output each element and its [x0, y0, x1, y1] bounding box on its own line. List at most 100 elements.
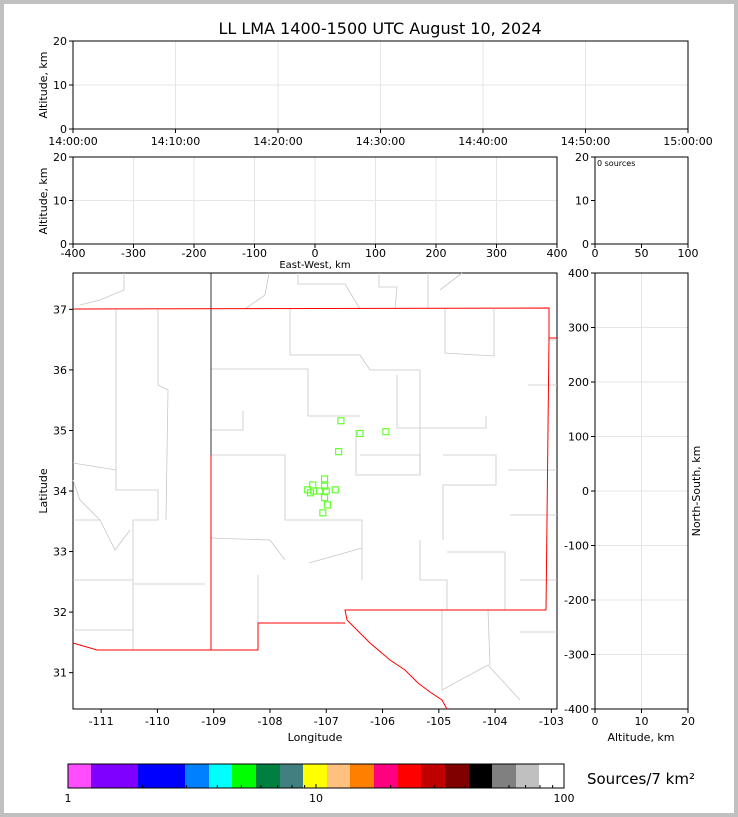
colorbar-segment: [209, 764, 232, 788]
y-axis-label: Latitude: [37, 468, 50, 514]
colorbar-segment: [303, 764, 327, 788]
lightning-source-point: [322, 487, 330, 495]
county-boundary: [447, 551, 506, 610]
map-frame: [72, 272, 558, 710]
colorbar-segment: [185, 764, 209, 788]
county-boundary: [72, 479, 131, 551]
county-boundary: [308, 547, 363, 564]
lightning-source-point: [356, 429, 364, 438]
lightning-source-point: [331, 486, 339, 494]
lightning-source-point: [320, 475, 329, 483]
colorbar-segment: [421, 764, 445, 788]
colorbar-segment: [350, 764, 374, 788]
colorbar-segment: [327, 764, 350, 788]
county-boundary: [157, 309, 169, 521]
county-boundary: [297, 273, 361, 310]
x-tick-label: -111: [89, 715, 114, 728]
y-tick-label: 35: [53, 424, 67, 437]
county-boundary: [487, 609, 491, 666]
lightning-source-point: [320, 494, 329, 502]
x-tick-label: 14:00:00: [48, 135, 97, 148]
source-count-frame: [594, 156, 689, 245]
y-tick-label: 0: [582, 238, 589, 251]
y-tick-label: 31: [53, 667, 67, 680]
ew-altitude-frame: [72, 156, 558, 245]
lightning-source-point: [337, 417, 345, 425]
x-tick-label: 200: [426, 247, 447, 260]
county-boundary: [396, 375, 487, 429]
y-tick-label: 0: [60, 238, 67, 251]
colorbar-segment: [469, 764, 492, 788]
y-tick-label: 34: [53, 485, 67, 498]
y-tick-label: 10: [53, 79, 67, 92]
y-tick-label: 10: [575, 195, 589, 208]
x-tick-label: -103: [539, 715, 564, 728]
x-tick-label: 100: [678, 247, 699, 260]
county-boundary: [442, 454, 497, 540]
colorbar-tick-label: 100: [554, 792, 575, 805]
x-tick-label: 14:50:00: [561, 135, 610, 148]
x-tick-label: -110: [145, 715, 170, 728]
county-boundary: [211, 411, 244, 431]
colorbar-tick-label: 1: [65, 792, 72, 805]
x-tick-label: -400: [61, 247, 86, 260]
county-boundary: [115, 309, 159, 650]
x-tick-label: -300: [121, 247, 146, 260]
colorbar-tick-label: 10: [309, 792, 323, 805]
lightning-source-point: [315, 487, 324, 495]
county-boundary: [444, 309, 495, 357]
y-tick-label: 100: [568, 431, 589, 444]
x-tick-label: 14:20:00: [253, 135, 302, 148]
county-boundary: [79, 273, 125, 306]
county-boundary: [355, 430, 421, 476]
county-boundary: [211, 454, 363, 580]
x-tick-label: -107: [314, 715, 339, 728]
x-tick-label: 0: [592, 247, 599, 260]
x-axis-label: Altitude, km: [607, 731, 674, 744]
colorbar-segment: [280, 764, 303, 788]
county-boundary: [419, 540, 448, 610]
colorbar-segment: [256, 764, 280, 788]
x-tick-label: 10: [635, 715, 649, 728]
y-tick-label: 36: [53, 364, 67, 377]
lightning-source-point: [320, 482, 329, 490]
x-tick-label: 15:00:00: [663, 135, 712, 148]
y-tick-label: -400: [564, 703, 589, 716]
y-tick-label: -100: [564, 540, 589, 553]
y-tick-label: 10: [53, 195, 67, 208]
lightning-source-point: [323, 501, 331, 509]
colorbar-segment: [374, 764, 398, 788]
y-tick-label: 200: [568, 376, 589, 389]
x-tick-label: -100: [242, 247, 267, 260]
y-axis-label: North-South, km: [690, 446, 703, 537]
lightning-source-point: [382, 428, 390, 436]
y-tick-label: 20: [53, 151, 67, 164]
y-axis-label: Altitude, km: [37, 51, 50, 118]
colorbar-segment: [91, 764, 138, 788]
county-boundary: [210, 537, 286, 561]
x-tick-label: 14:10:00: [151, 135, 200, 148]
figure: LL LMA 1400-1500 UTC August 10, 2024 14:…: [4, 4, 734, 813]
county-boundary: [211, 368, 360, 417]
boundary-outline-red: [72, 307, 557, 710]
y-tick-label: 32: [53, 606, 67, 619]
colorbar-segment: [516, 764, 539, 788]
x-tick-label: 100: [365, 247, 386, 260]
county-boundary: [378, 273, 398, 310]
colorbar-segment: [539, 764, 564, 788]
x-tick-label: -108: [257, 715, 282, 728]
x-axis-label: Longitude: [288, 731, 343, 744]
x-tick-label: 50: [635, 247, 649, 260]
x-tick-label: 300: [486, 247, 507, 260]
source-count-annotation: 0 sources: [597, 159, 635, 168]
chart-title: LL LMA 1400-1500 UTC August 10, 2024: [218, 19, 541, 38]
colorbar-segment: [68, 764, 91, 788]
y-tick-label: 300: [568, 322, 589, 335]
x-tick-label: 20: [681, 715, 695, 728]
county-boundary: [289, 309, 421, 475]
lightning-source-point: [319, 509, 327, 517]
x-tick-label: -104: [483, 715, 508, 728]
county-boundary: [72, 462, 117, 471]
x-tick-label: -105: [426, 715, 451, 728]
y-tick-label: 0: [582, 485, 589, 498]
